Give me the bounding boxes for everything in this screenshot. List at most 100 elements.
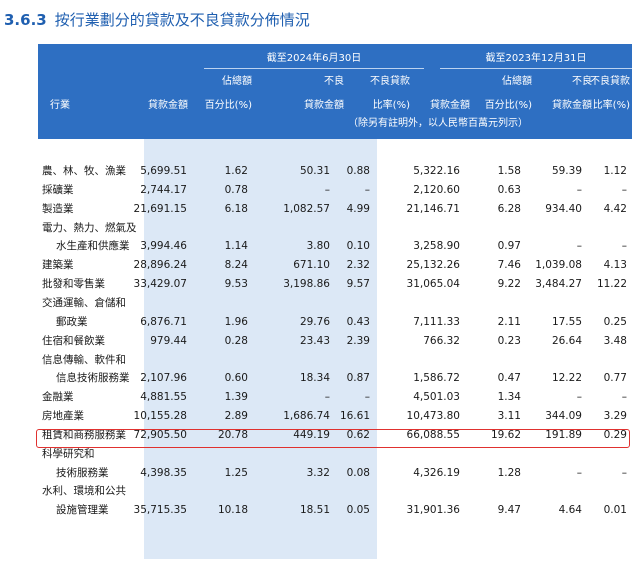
npl-ratio-2023-cell: – (621, 183, 627, 196)
npl-amount-2024-cell: 29.76 (299, 315, 330, 328)
npl-amount-2023-cell: – (576, 466, 582, 479)
pct-2023-cell: 2.11 (497, 315, 521, 328)
pct-2024-cell: 20.78 (217, 428, 248, 441)
npl-ratio-2023-cell: – (621, 391, 627, 404)
industry-label: 郵政業 (56, 315, 88, 328)
industry-label: 技術服務業 (56, 466, 109, 479)
npl-amount-2023-cell: 26.64 (551, 334, 582, 347)
header-npl-2a: 不良 (572, 76, 592, 87)
table-row: 技術服務業 4,398.35 1.25 3.32 0.08 4,326.19 1.28 – – (0, 465, 640, 482)
npl-amount-2024-cell: 18.51 (299, 504, 330, 517)
industry-label-line1: 信息傳輸、軟件和 (42, 353, 126, 366)
npl-ratio-2024-cell: 9.57 (346, 278, 370, 291)
loan-amount-2023-cell: 10,473.80 (406, 410, 460, 423)
loan-amount-2023-cell: 766.32 (423, 334, 460, 347)
pct-2024-cell: 2.89 (224, 410, 248, 423)
header-ratio-2b: 比率(%) (592, 100, 630, 111)
industry-label-line1: 電力、熱力、燃氣及 (42, 221, 137, 234)
section-heading: 3.6.3 按行業劃分的貸款及不良貸款分佈情況 (4, 6, 310, 34)
section-number: 3.6.3 (4, 11, 47, 29)
npl-amount-2023-cell: – (576, 240, 582, 253)
npl-amount-2024-cell: 18.34 (299, 372, 330, 385)
npl-amount-2023-cell: 12.22 (551, 372, 582, 385)
industry-label: 農、林、牧、漁業 (42, 165, 126, 177)
pct-2023-cell: 1.58 (497, 165, 521, 177)
loan-amount-2024-cell: 6,876.71 (140, 315, 187, 328)
npl-ratio-2024-cell: 0.62 (346, 428, 370, 441)
section-title: 按行業劃分的貸款及不良貸款分佈情況 (54, 11, 310, 29)
table-row-label-cont: 信息傳輸、軟件和 (0, 352, 640, 369)
loan-amount-2023-cell: 1,586.72 (413, 372, 460, 385)
npl-ratio-2023-cell: 4.13 (603, 259, 627, 272)
industry-label: 建築業 (42, 259, 74, 272)
npl-ratio-2024-cell: 2.32 (346, 259, 370, 272)
table-row-label-cont: 交通運輸、倉儲和 (0, 295, 640, 312)
pct-2023-cell: 0.47 (497, 372, 521, 385)
period2-label: 截至2023年12月31日 (485, 53, 587, 64)
period1-divider (204, 68, 424, 69)
npl-ratio-2023-cell: – (621, 240, 627, 253)
pct-2023-cell: 1.28 (497, 466, 521, 479)
npl-amount-2024-cell: 449.19 (293, 428, 330, 441)
npl-amount-2023-cell: – (576, 391, 582, 404)
npl-ratio-2023-cell: 3.29 (603, 410, 627, 423)
npl-ratio-2024-cell: – (364, 183, 370, 196)
npl-amount-2023-cell: 934.40 (545, 202, 582, 215)
loan-amount-2023-cell: 7,111.33 (413, 315, 460, 328)
header-pct-1a: 佔總額 (222, 76, 252, 87)
header-ratio-1a: 不良貸款 (370, 76, 410, 87)
npl-amount-2023-cell: 17.55 (551, 315, 582, 328)
npl-amount-2024-cell: – (324, 183, 330, 196)
pct-2023-cell: 0.23 (497, 334, 521, 347)
npl-amount-2024-cell: 3,198.86 (283, 278, 330, 291)
pct-2024-cell: 0.78 (224, 183, 248, 196)
table-row: 住宿和餐飲業 979.44 0.28 23.43 2.39 766.32 0.23 26.64… (0, 333, 640, 350)
header-pct-2b: 百分比(%) (484, 100, 532, 111)
pct-2024-cell: 1.25 (224, 466, 248, 479)
table-row: 郵政業 6,876.71 1.96 29.76 0.43 7,111.33 2.11 17.5… (0, 314, 640, 331)
table-row-label-cont: 科學研究和 (0, 446, 640, 463)
industry-label-line1: 科學研究和 (42, 447, 95, 460)
industry-label: 批發和零售業 (42, 278, 105, 291)
loan-amount-2023-cell: 4,326.19 (413, 466, 460, 479)
real-estate-highlight-box (36, 429, 630, 448)
loan-amount-2024-cell: 4,398.35 (140, 466, 187, 479)
loan-amount-2024-cell: 3,994.46 (140, 240, 187, 253)
table-row: 水生產和供應業 3,994.46 1.14 3.80 0.10 3,258.90 0.97 –… (0, 238, 640, 255)
table-row-label-cont: 水利、環境和公共 (0, 483, 640, 500)
pct-2024-cell: 0.60 (224, 372, 248, 385)
npl-ratio-2023-cell: 0.77 (603, 372, 627, 385)
npl-ratio-2024-cell: 0.10 (346, 240, 370, 253)
loan-amount-2023-cell: 3,258.90 (413, 240, 460, 253)
loan-amount-2023-cell: 25,132.26 (406, 259, 460, 272)
header-loan-amount-2: 貸款金額 (430, 100, 470, 111)
npl-amount-2024-cell: 3.80 (306, 240, 330, 253)
npl-ratio-2024-cell: 2.39 (346, 334, 370, 347)
header-pct-2a: 佔總額 (502, 76, 532, 87)
npl-ratio-2023-cell: 3.48 (603, 334, 627, 347)
pct-2023-cell: 0.97 (497, 240, 521, 253)
npl-ratio-2024-cell: 4.99 (346, 202, 370, 215)
npl-amount-2023-cell: 1,039.08 (535, 259, 582, 272)
header-loan-amount-1: 貸款金額 (148, 100, 188, 111)
loan-amount-2024-cell: 2,744.17 (140, 183, 187, 196)
table-row: 租賃和商務服務業 72,905.50 20.78 449.19 0.62 66,088.5… (0, 427, 640, 444)
pct-2024-cell: 1.96 (224, 315, 248, 328)
loan-amount-2024-cell: 5,699.51 (140, 165, 187, 177)
table-row: 採礦業 2,744.17 0.78 – – 2,120.60 0.63 – – (0, 182, 640, 199)
header-npl-1a: 不良 (324, 76, 344, 87)
pct-2023-cell: 1.34 (497, 391, 521, 404)
pct-2024-cell: 0.28 (224, 334, 248, 347)
npl-amount-2024-cell: 50.31 (299, 165, 330, 177)
npl-ratio-2024-cell: 0.43 (346, 315, 370, 328)
loan-amount-2024-cell: 33,429.07 (133, 278, 187, 291)
npl-ratio-2023-cell: 4.42 (603, 202, 627, 215)
industry-label: 水生產和供應業 (56, 240, 130, 253)
header-pct-1b: 百分比(%) (204, 100, 252, 111)
pct-2023-cell: 19.62 (490, 428, 521, 441)
loan-amount-2024-cell: 4,881.55 (140, 391, 187, 404)
industry-label: 採礦業 (42, 183, 74, 196)
npl-ratio-2023-cell: – (621, 466, 627, 479)
pct-2023-cell: 9.47 (497, 504, 521, 517)
npl-ratio-2023-cell: 1.12 (603, 165, 627, 177)
